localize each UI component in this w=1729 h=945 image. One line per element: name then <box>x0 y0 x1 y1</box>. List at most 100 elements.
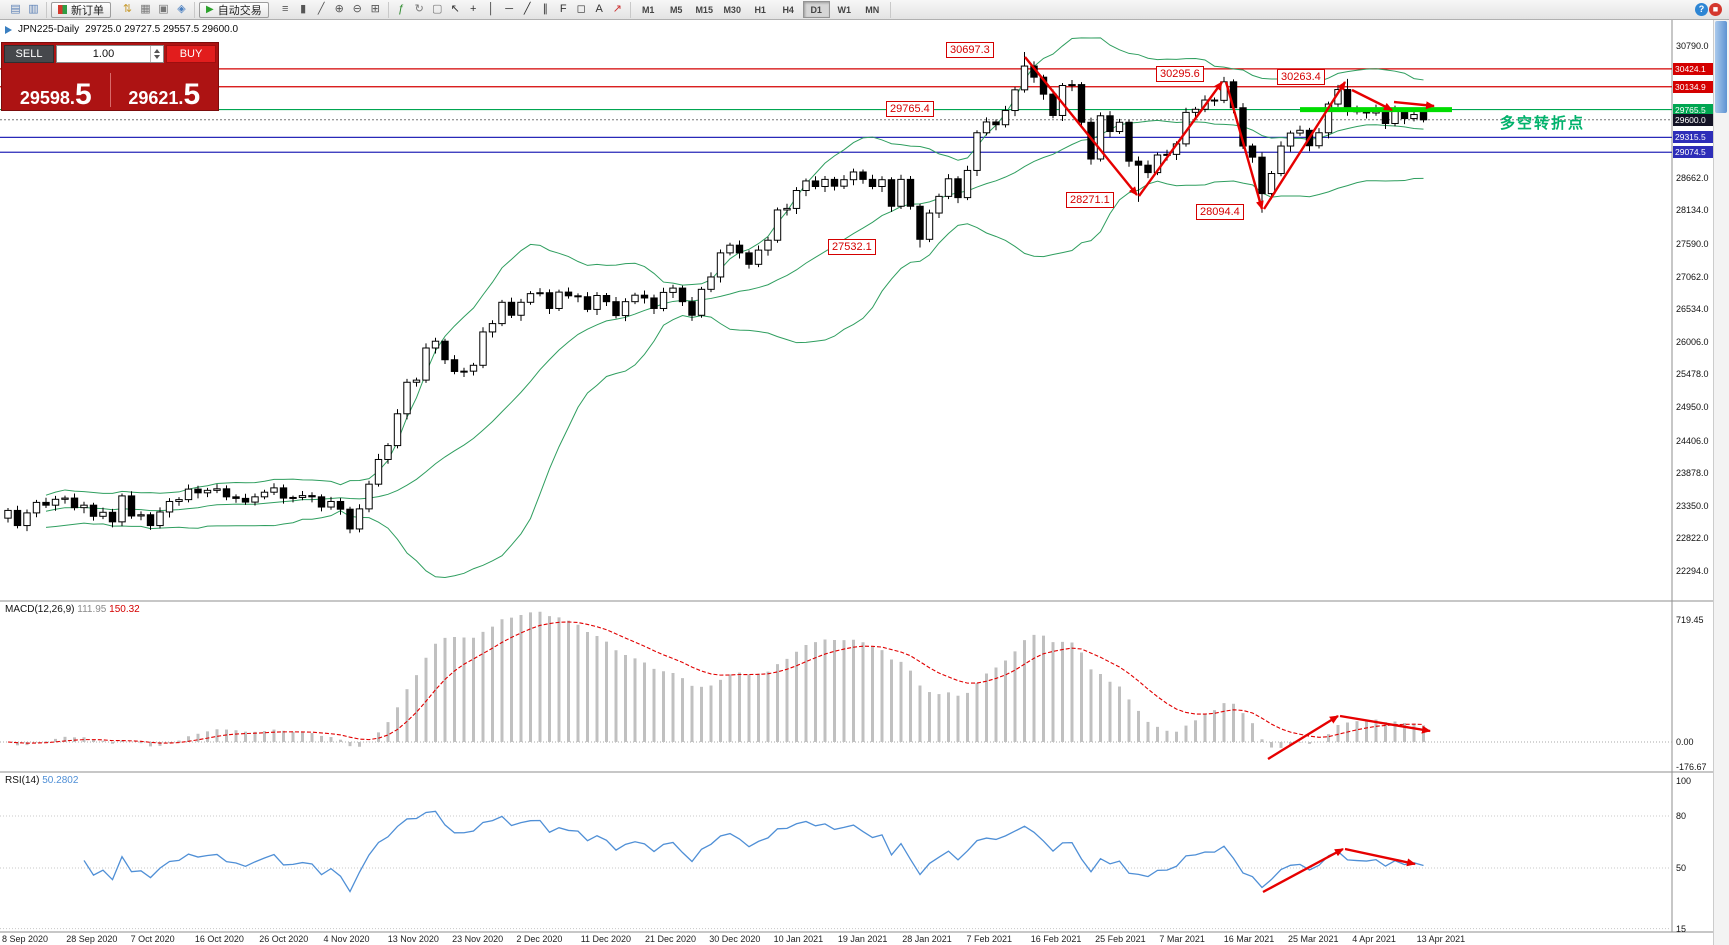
timeframe-m5[interactable]: M5 <box>669 4 683 15</box>
price-callout-label[interactable]: 30263.4 <box>1277 69 1325 85</box>
toolbar-group-status: ? ■ <box>1691 2 1726 18</box>
crosshair-icon[interactable]: + <box>469 3 477 15</box>
macd-value-main: 111.95 <box>77 604 107 615</box>
timeframe-d1[interactable]: D1 <box>802 1 830 18</box>
volume-field[interactable]: 1.00 <box>56 45 164 63</box>
cycles-icon[interactable]: ↻ <box>414 3 424 15</box>
trend-arrow[interactable] <box>1262 847 1344 894</box>
rsi-axis-label: 50 <box>1676 863 1687 873</box>
turning-point-note[interactable]: 多空转折点 <box>1500 115 1586 132</box>
price-axis-marker: 29315.5 <box>1673 131 1714 144</box>
trend-arrow[interactable] <box>1267 714 1339 761</box>
chart-profiles-icon[interactable]: ▥ <box>28 3 39 15</box>
rsi-axis-label: 100 <box>1676 776 1692 787</box>
scrollbar-thumb[interactable] <box>1715 21 1727 113</box>
sell-button[interactable]: SELL <box>4 45 54 63</box>
fibonacci-icon[interactable]: F <box>559 3 567 15</box>
vertical-line-icon[interactable]: │ <box>487 3 495 15</box>
chart-symbol-icon <box>5 25 12 34</box>
price-axis-marker: 30134.9 <box>1673 80 1714 93</box>
sell-price-main: 29598. <box>19 88 75 108</box>
candles <box>4 52 1428 534</box>
channel-icon[interactable]: ∥ <box>542 3 548 15</box>
trend-arrow[interactable] <box>1024 56 1138 196</box>
trend-arrow[interactable] <box>1351 88 1393 112</box>
timeframe-h4[interactable]: H4 <box>782 4 794 15</box>
price-callout-label[interactable]: 28271.1 <box>1066 192 1114 208</box>
price-callout-label[interactable]: 29765.4 <box>886 101 934 117</box>
connection-icon[interactable]: ■ <box>1709 3 1722 16</box>
buy-button[interactable]: BUY <box>166 45 216 63</box>
buy-price-main: 29621. <box>128 88 184 108</box>
navigator-icon[interactable]: ◈ <box>177 3 186 15</box>
trendline-icon[interactable]: ╱ <box>523 3 531 15</box>
market-watch-icon[interactable]: ▦ <box>140 3 151 15</box>
timeframe-m30[interactable]: M30 <box>723 4 741 15</box>
macd-value-signal: 150.32 <box>109 604 140 615</box>
help-icon[interactable]: ? <box>1695 3 1708 16</box>
shapes-icon[interactable]: ◻ <box>576 3 586 15</box>
ohlc-values: 29725.0 29727.5 29557.5 29600.0 <box>85 24 239 35</box>
trend-arrow[interactable] <box>1138 81 1223 197</box>
autotrade-button[interactable]: ▶ 自动交易 <box>199 1 269 18</box>
date-axis-label: 28 Sep 2020 <box>66 934 118 944</box>
price-axis-label: 26006.0 <box>1676 336 1709 347</box>
trend-arrow[interactable] <box>1339 714 1431 734</box>
price-axis-label: 26534.0 <box>1676 304 1709 315</box>
rsi-name: RSI(14) <box>5 775 40 786</box>
volume-value[interactable]: 1.00 <box>92 48 115 60</box>
data-window-icon[interactable]: ▣ <box>158 3 169 15</box>
cursor-icon[interactable]: ↖ <box>450 3 460 15</box>
price-callout-label[interactable]: 30295.6 <box>1156 66 1204 82</box>
date-axis-label: 13 Apr 2021 <box>1416 934 1466 944</box>
volume-stepper[interactable] <box>150 46 163 62</box>
new-order-button[interactable]: 新订单 <box>51 1 111 18</box>
rsi-axis-label: 15 <box>1676 923 1687 934</box>
timeframe-mn[interactable]: MN <box>865 4 880 15</box>
horizontal-line-icon[interactable]: ─ <box>505 3 514 15</box>
scrollbar-track[interactable] <box>1713 20 1729 945</box>
toolbar-group-chart-types: ≡ ▮ ╱ ⊕ ⊖ ⊞ <box>273 1 389 18</box>
price-axis-marker: 29765.5 <box>1673 103 1714 116</box>
rsi-indicator-label: RSI(14) 50.2802 <box>5 775 78 786</box>
timeframe-m1[interactable]: M1 <box>641 4 655 15</box>
quotes-arrows-icon[interactable]: ⇅ <box>122 3 133 15</box>
zoom-out-icon[interactable]: ⊖ <box>352 3 362 15</box>
templates-icon[interactable]: ▢ <box>432 3 443 15</box>
price-axis-label: 22822.0 <box>1676 533 1709 544</box>
sell-price[interactable]: 29598. 5 <box>4 79 108 108</box>
trend-arrow[interactable] <box>1393 100 1435 110</box>
bars-chart-icon[interactable]: ≡ <box>281 3 289 15</box>
new-chart-icon[interactable]: ▤ <box>10 3 21 15</box>
toolbar-group-windows: ▤ ▥ <box>3 1 47 18</box>
price-axis-label: 28662.0 <box>1676 172 1709 183</box>
price-axis-label: 28134.0 <box>1676 205 1709 216</box>
indicators-icon[interactable]: ƒ <box>398 3 405 15</box>
date-axis-label: 25 Mar 2021 <box>1288 934 1339 944</box>
timeframe-w1[interactable]: W1 <box>837 4 851 15</box>
date-axis-label: 7 Oct 2020 <box>130 934 175 944</box>
trend-arrow[interactable] <box>1262 81 1347 210</box>
volume-up-icon[interactable] <box>154 49 160 53</box>
date-axis-label: 21 Dec 2020 <box>645 934 697 944</box>
tile-windows-icon[interactable]: ⊞ <box>370 3 380 15</box>
price-callout-label[interactable]: 27532.1 <box>828 239 876 255</box>
date-axis-label: 16 Oct 2020 <box>194 934 244 944</box>
timeframe-m15[interactable]: M15 <box>695 4 713 15</box>
timeframe-h1[interactable]: H1 <box>754 4 766 15</box>
date-axis-label: 4 Nov 2020 <box>323 934 370 944</box>
price-axis-label: 23350.0 <box>1676 500 1709 511</box>
line-chart-icon[interactable]: ╱ <box>317 3 325 15</box>
text-icon[interactable]: A <box>595 3 603 15</box>
price-callout-label[interactable]: 30697.3 <box>946 42 994 58</box>
trend-arrow[interactable] <box>1344 847 1416 867</box>
buy-price-frac: 5 <box>183 77 201 111</box>
volume-down-icon[interactable] <box>154 55 160 59</box>
buy-price[interactable]: 29621. 5 <box>113 77 217 111</box>
zoom-in-icon[interactable]: ⊕ <box>334 3 344 15</box>
price-callout-label[interactable]: 28094.4 <box>1196 204 1244 220</box>
candlestick-chart-icon[interactable]: ▮ <box>300 3 307 15</box>
trend-arrow[interactable] <box>1224 81 1264 210</box>
arrow-tool-icon[interactable]: ↗ <box>612 3 622 15</box>
